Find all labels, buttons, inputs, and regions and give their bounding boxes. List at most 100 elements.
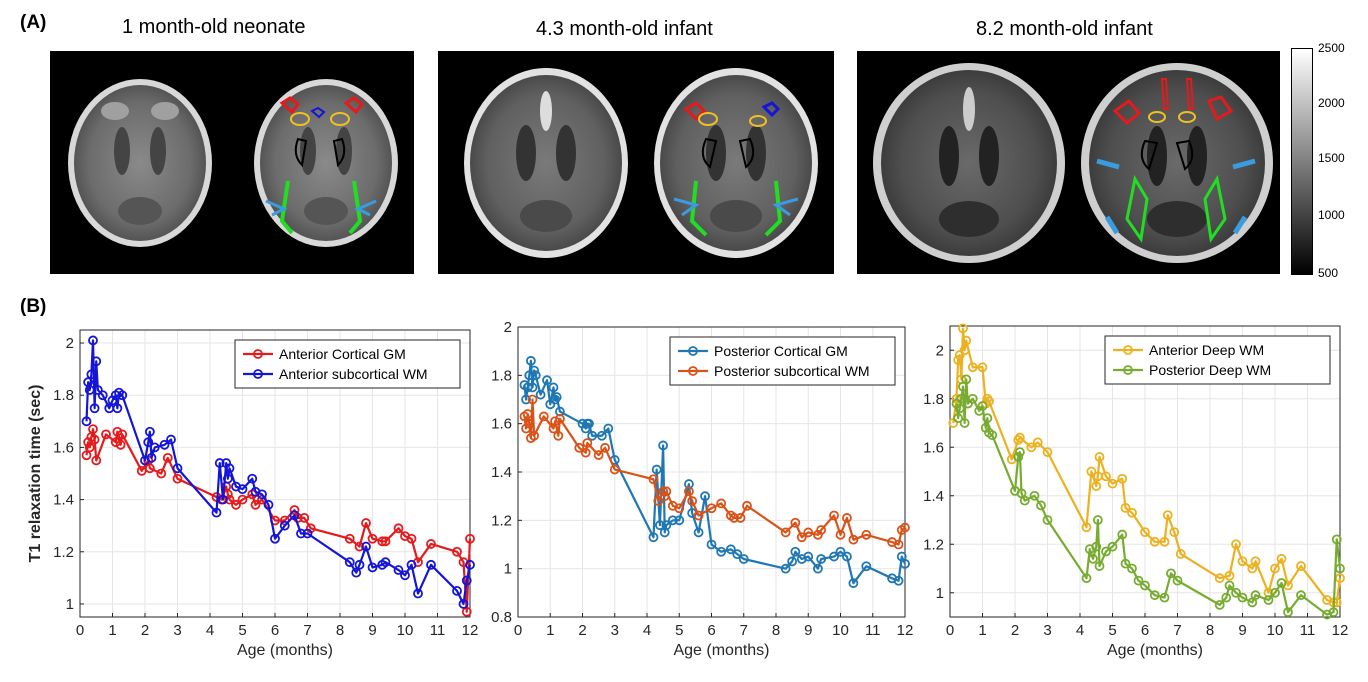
legend-marker	[253, 349, 263, 359]
data-point	[842, 551, 852, 562]
data-point	[1014, 432, 1025, 443]
data-point	[1175, 549, 1186, 559]
data-point	[1092, 515, 1103, 525]
data-point	[553, 430, 564, 441]
data-point	[977, 362, 988, 373]
data-point	[982, 413, 993, 424]
data-point	[367, 562, 378, 573]
data-point	[803, 551, 814, 562]
data-point	[526, 355, 536, 366]
data-point	[667, 515, 678, 526]
data-point	[1140, 527, 1150, 538]
data-point	[530, 370, 541, 381]
data-point	[1159, 536, 1170, 547]
data-point	[344, 557, 355, 568]
data-point	[1250, 556, 1261, 567]
data-point	[725, 544, 736, 555]
data-point	[222, 473, 233, 484]
data-point	[166, 434, 176, 445]
y-tick-label: 2	[504, 319, 512, 336]
data-point	[648, 532, 659, 543]
data-point	[780, 563, 791, 574]
x-tick-label: 12	[897, 622, 914, 639]
series-line	[523, 398, 906, 546]
data-point	[88, 424, 98, 435]
data-point	[89, 434, 100, 445]
y-tick-label: 1.2	[923, 536, 944, 553]
data-point	[1296, 590, 1306, 601]
data-point	[84, 442, 95, 453]
data-point	[555, 413, 565, 424]
data-point	[706, 539, 717, 550]
x-tick-label: 11	[1300, 622, 1316, 639]
data-point	[1127, 563, 1137, 574]
data-point	[351, 567, 362, 578]
data-point	[86, 369, 97, 380]
data-point	[835, 546, 846, 557]
data-point	[296, 528, 306, 539]
series-2	[951, 374, 1345, 620]
x-tick-label: 5	[1108, 622, 1116, 639]
data-point	[1224, 580, 1235, 591]
data-point	[1091, 541, 1102, 552]
data-point	[848, 534, 859, 545]
data-point	[263, 499, 274, 510]
x-tick-label: 10	[1267, 622, 1284, 639]
data-point	[224, 463, 235, 474]
legend-label: Anterior Cortical GM	[279, 346, 406, 362]
data-point	[1127, 507, 1137, 518]
panel-a-label: (A)	[20, 12, 47, 33]
mri-8-2-month-image	[857, 51, 1280, 274]
data-point	[110, 437, 121, 448]
data-point	[1231, 539, 1241, 550]
data-point	[1162, 510, 1173, 521]
data-point	[1276, 578, 1287, 588]
data-point	[413, 588, 423, 599]
data-point	[88, 335, 98, 346]
data-point	[527, 394, 538, 405]
data-point	[172, 463, 183, 474]
data-point	[1094, 452, 1105, 462]
colorbar	[1291, 48, 1313, 275]
data-point	[426, 559, 436, 570]
data-point	[1237, 592, 1248, 603]
legend-box	[1104, 335, 1331, 385]
data-point	[954, 403, 965, 414]
data-point	[603, 423, 614, 434]
data-point	[224, 494, 235, 505]
x-tick-label: 12	[1332, 622, 1349, 639]
y-tick-label: 1	[504, 561, 512, 578]
data-point	[648, 474, 659, 485]
data-point	[653, 496, 664, 506]
data-point	[1149, 590, 1160, 601]
data-point	[948, 418, 959, 428]
x-tick-label: 10	[832, 622, 849, 639]
panel-b-label: (B)	[20, 296, 47, 317]
data-point	[596, 430, 607, 441]
data-point	[729, 513, 739, 523]
data-point	[661, 520, 672, 531]
x-tick-label: 4	[1076, 622, 1084, 639]
data-point	[1250, 590, 1261, 601]
data-point	[237, 484, 248, 495]
data-point	[393, 523, 404, 534]
x-tick-label: 4	[643, 622, 651, 639]
data-point	[406, 533, 417, 544]
data-point	[545, 399, 556, 410]
x-tick-label: 0	[76, 622, 84, 639]
data-point	[115, 439, 126, 450]
data-point	[1042, 515, 1053, 525]
legend-box	[234, 339, 461, 389]
brain-slice-left	[873, 63, 1065, 263]
data-point	[959, 345, 970, 356]
data-point	[92, 385, 103, 395]
data-point	[984, 396, 994, 407]
data-point	[231, 499, 241, 510]
data-point	[1013, 452, 1024, 462]
data-point	[716, 546, 727, 557]
data-point	[661, 486, 672, 497]
data-point	[101, 429, 111, 440]
data-point	[1270, 587, 1280, 598]
